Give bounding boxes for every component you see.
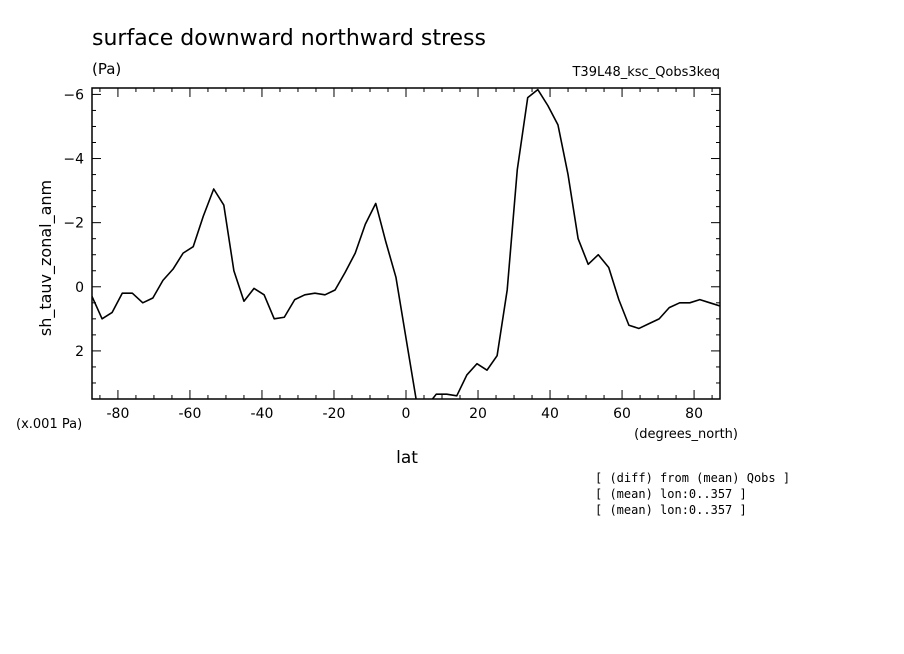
- note-line: [ (mean) lon:0..357 ]: [595, 487, 747, 501]
- x-tick-label: -20: [323, 406, 346, 422]
- y-tick-label: 2: [75, 344, 84, 360]
- y-scale-note: (x.001 Pa): [16, 417, 82, 432]
- y-tick-label: −4: [63, 152, 84, 168]
- units-label: (Pa): [92, 60, 121, 78]
- x-tick-label: 80: [685, 406, 703, 422]
- x-tick-label: -40: [251, 406, 274, 422]
- x-units-label: (degrees_north): [634, 427, 738, 442]
- x-tick-label: -80: [106, 406, 129, 422]
- y-tick-label: 0: [75, 280, 84, 296]
- series-line: [92, 88, 720, 399]
- plot-frame: [91, 87, 721, 400]
- x-axis-label: lat: [396, 448, 418, 468]
- note-line: [ (diff) from (mean) Qobs ]: [595, 471, 790, 485]
- run-label: T39L48_ksc_Qobs3keq: [571, 65, 720, 80]
- y-axis-label: sh_tauv_zonal_anm: [36, 180, 56, 336]
- x-tick-label: 0: [402, 406, 411, 422]
- x-tick-label: 60: [613, 406, 631, 422]
- x-tick-label: 20: [469, 406, 487, 422]
- chart-title: surface downward northward stress: [92, 26, 486, 51]
- note-line: [ (mean) lon:0..357 ]: [595, 503, 747, 517]
- y-tick-label: −2: [63, 216, 84, 232]
- y-tick-label: −6: [63, 87, 84, 103]
- x-tick-label: -60: [179, 406, 202, 422]
- x-tick-label: 40: [541, 406, 559, 422]
- series-group: [92, 88, 720, 399]
